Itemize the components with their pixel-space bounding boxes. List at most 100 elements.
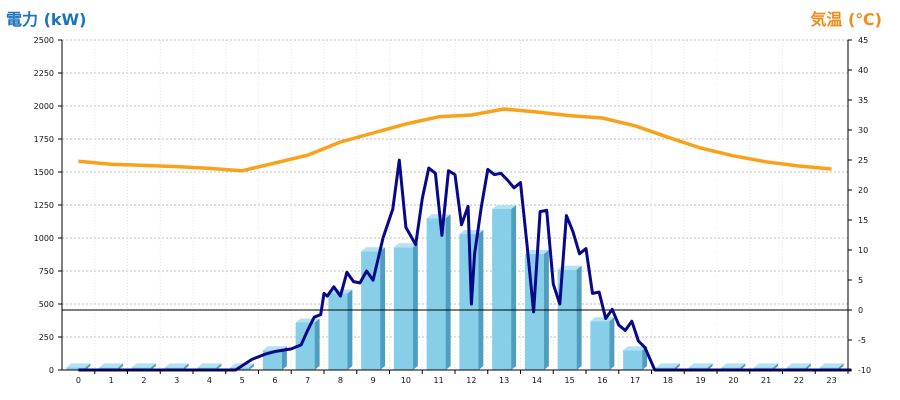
bar — [393, 247, 413, 370]
line-series — [62, 107, 852, 372]
bar-side — [150, 363, 156, 370]
x-tick-label: 14 — [532, 376, 542, 385]
left-tick-label: 1000 — [34, 234, 54, 243]
x-tick-label: 1 — [109, 376, 114, 385]
bar — [557, 269, 577, 370]
left-tick-label: 250 — [39, 333, 54, 342]
bar-top — [623, 346, 648, 351]
tick-labels: 02505007501000125015001750200022502500-1… — [34, 36, 871, 385]
bar-top — [99, 363, 124, 368]
right-tick-label: 10 — [858, 246, 868, 255]
x-tick-label: 2 — [141, 376, 146, 385]
bar-side — [838, 363, 844, 370]
left-tick-label: 750 — [39, 267, 54, 276]
bar-top — [655, 363, 680, 368]
temperature-line — [78, 107, 832, 173]
bar-side — [281, 346, 287, 370]
bar-side — [347, 289, 353, 370]
left-tick-label: 1750 — [34, 135, 54, 144]
bar-side — [249, 363, 255, 370]
bar-side — [609, 317, 615, 370]
x-tick-label: 0 — [76, 376, 81, 385]
bar — [623, 350, 643, 370]
x-tick-label: 7 — [305, 376, 310, 385]
x-tick-label: 21 — [761, 376, 771, 385]
bar-side — [314, 318, 320, 370]
x-tick-label: 18 — [663, 376, 673, 385]
bar-side — [478, 230, 484, 370]
x-tick-label: 22 — [794, 376, 804, 385]
bar-side — [511, 204, 517, 370]
right-tick-label: 0 — [858, 306, 863, 315]
x-tick-label: 3 — [174, 376, 179, 385]
bar-side — [576, 265, 582, 370]
bar-side — [445, 214, 451, 370]
right-tick-label: -5 — [858, 336, 866, 345]
right-tick-label: 5 — [858, 276, 863, 285]
left-tick-label: 2250 — [34, 69, 54, 78]
x-tick-label: 6 — [272, 376, 277, 385]
x-tick-label: 11 — [434, 376, 444, 385]
bar-top — [688, 363, 713, 368]
left-tick-label: 500 — [39, 300, 54, 309]
right-tick-label: 30 — [858, 126, 868, 135]
right-tick-label: 40 — [858, 66, 868, 75]
bar-top — [164, 363, 189, 368]
bar-top — [754, 363, 779, 368]
bar-top — [819, 363, 844, 368]
x-tick-label: 9 — [371, 376, 376, 385]
left-tick-label: 1500 — [34, 168, 54, 177]
grid-lines — [62, 39, 848, 370]
bar-side — [773, 363, 779, 370]
bar — [262, 350, 282, 370]
bar-side — [412, 243, 418, 370]
x-tick-label: 10 — [401, 376, 411, 385]
x-tick-label: 4 — [207, 376, 212, 385]
x-tick-label: 19 — [696, 376, 706, 385]
left-axis-title: 電力 (kW) — [6, 10, 87, 29]
bar-side — [118, 363, 124, 370]
x-tick-label: 17 — [630, 376, 640, 385]
x-tick-label: 5 — [240, 376, 245, 385]
bar-side — [85, 363, 91, 370]
right-tick-label: -10 — [858, 366, 871, 375]
bar-top — [590, 317, 615, 322]
bar-top — [786, 363, 811, 368]
bar-top — [492, 204, 517, 209]
bar-side — [740, 363, 746, 370]
right-tick-label: 20 — [858, 186, 868, 195]
bar-top — [131, 363, 156, 368]
left-tick-label: 0 — [49, 366, 54, 375]
x-tick-label: 23 — [827, 376, 837, 385]
bar-top — [721, 363, 746, 368]
power-line — [78, 158, 852, 372]
bar-side — [707, 363, 713, 370]
right-tick-label: 35 — [858, 96, 868, 105]
bar — [361, 251, 381, 370]
bar — [328, 293, 348, 370]
bar-side — [183, 363, 189, 370]
bar-side — [380, 247, 386, 370]
left-tick-label: 2500 — [34, 36, 54, 45]
bar-side — [216, 363, 222, 370]
bar-top — [393, 243, 418, 248]
x-tick-label: 8 — [338, 376, 343, 385]
bar — [295, 322, 315, 370]
left-tick-label: 1250 — [34, 201, 54, 210]
bar — [590, 321, 610, 370]
bar-side — [674, 363, 680, 370]
bar-side — [805, 363, 811, 370]
bar — [426, 218, 446, 370]
axes — [58, 39, 852, 374]
x-tick-label: 16 — [597, 376, 607, 385]
left-tick-label: 2000 — [34, 102, 54, 111]
right-tick-label: 45 — [858, 36, 868, 45]
x-tick-label: 13 — [499, 376, 509, 385]
right-axis-title: 気温 (℃) — [810, 10, 882, 29]
bar-top — [66, 363, 91, 368]
bar — [492, 208, 512, 370]
bar-top — [197, 363, 222, 368]
x-tick-label: 15 — [565, 376, 575, 385]
bar — [66, 367, 86, 370]
